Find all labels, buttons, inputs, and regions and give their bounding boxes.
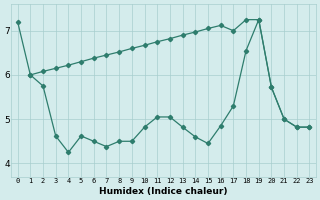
X-axis label: Humidex (Indice chaleur): Humidex (Indice chaleur): [99, 187, 228, 196]
